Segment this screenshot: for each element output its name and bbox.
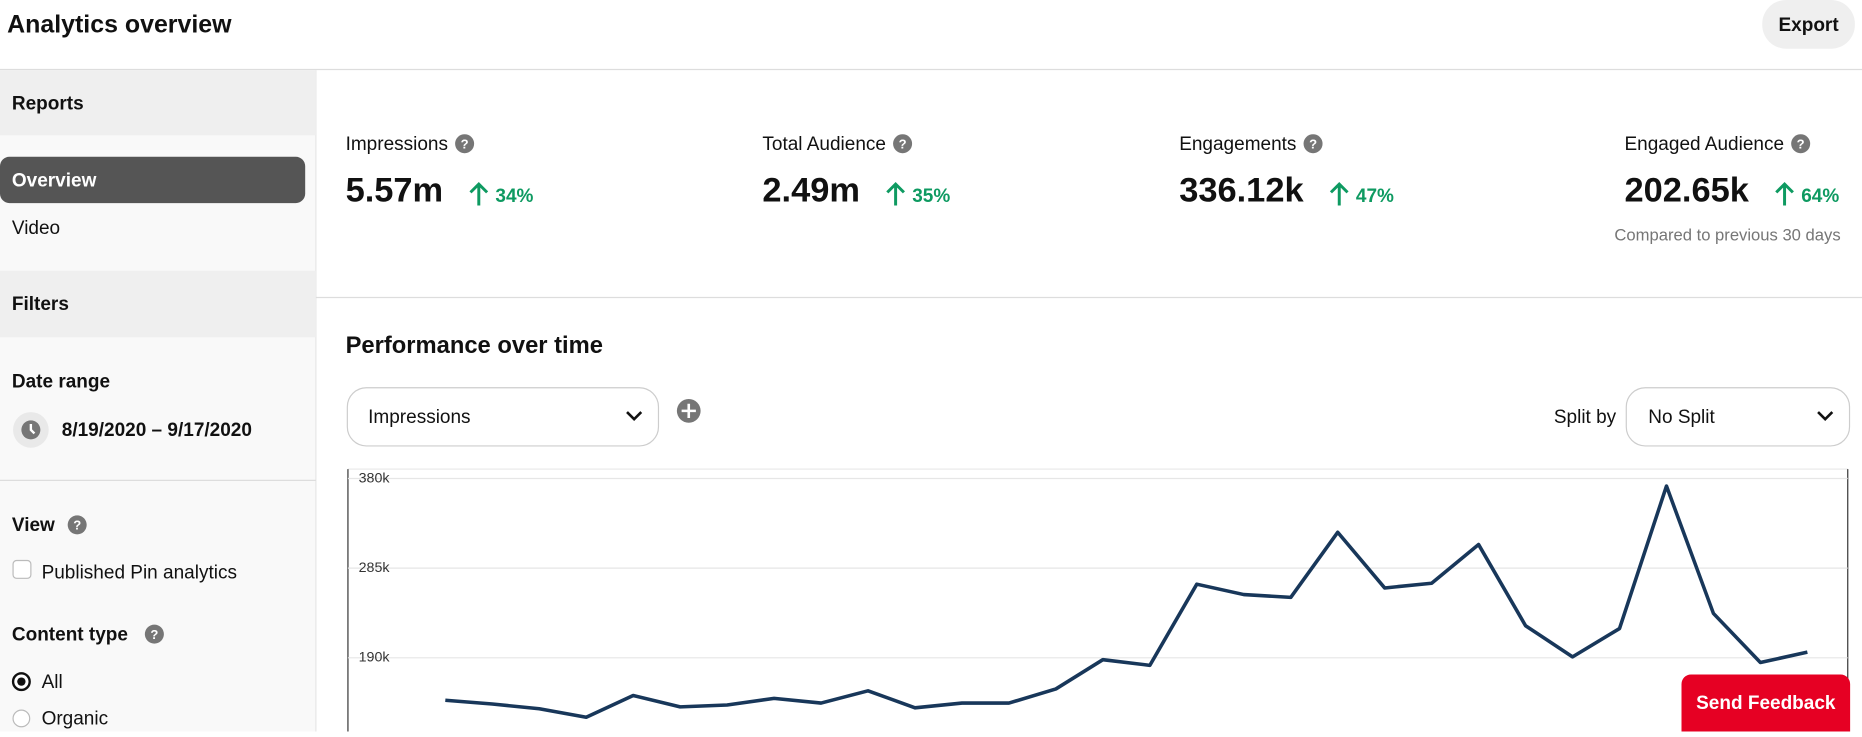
reports-band: [0, 70, 316, 136]
split-label: Split by: [1554, 407, 1617, 428]
metric-label: Impressions: [346, 134, 448, 155]
section-title: Performance over time: [346, 332, 603, 359]
metric-change: 64%: [1801, 186, 1839, 207]
clock-hands: [29, 423, 36, 435]
content-type-option[interactable]: Organic: [42, 709, 109, 730]
reports-heading: Reports: [12, 94, 84, 115]
feedback-label[interactable]: Send Feedback: [1696, 693, 1836, 714]
filters-heading: Filters: [12, 294, 69, 315]
metric-label: Total Audience: [762, 134, 886, 155]
metric-value: 2.49m: [762, 171, 860, 209]
export-label[interactable]: Export: [1778, 15, 1839, 36]
help-glyph: ?: [1309, 136, 1317, 151]
plus-glyph: [681, 403, 696, 418]
date-range-label: Date range: [12, 371, 110, 392]
chevron: [1817, 411, 1834, 422]
help-glyph: ?: [899, 136, 907, 151]
metric-change: 35%: [912, 186, 950, 207]
metric-select-label[interactable]: Impressions: [368, 407, 470, 428]
help-glyph: ?: [1797, 136, 1805, 151]
date-range[interactable]: 8/19/2020 – 9/17/2020: [62, 420, 252, 441]
filters-band: [0, 270, 316, 338]
help-icon[interactable]: [67, 515, 87, 535]
metric-label: Engaged Audience: [1625, 134, 1785, 155]
up-arrow: [469, 181, 489, 206]
nav-item[interactable]: Video: [12, 218, 60, 239]
metric-select[interactable]: [346, 387, 660, 447]
data-line: [445, 484, 1808, 720]
help-glyph: ?: [461, 136, 469, 151]
nav-item[interactable]: Overview: [12, 171, 97, 192]
nav-selected[interactable]: [0, 156, 306, 204]
help-icon[interactable]: [1303, 134, 1323, 154]
split-select-label[interactable]: No Split: [1648, 407, 1715, 428]
radio[interactable]: [12, 709, 31, 728]
content-type-label: Content type: [12, 624, 128, 645]
content-type-option[interactable]: All: [42, 672, 63, 693]
help-icon[interactable]: [893, 134, 913, 154]
up-arrow: [886, 181, 905, 206]
metric-change: 47%: [1356, 186, 1394, 207]
help-glyph: ?: [150, 627, 158, 642]
y-tick-label: 285k: [359, 560, 391, 576]
help-icon[interactable]: [144, 624, 164, 644]
up-arrow: [1329, 181, 1349, 206]
help-icon[interactable]: [1791, 134, 1811, 154]
metric-value: 5.57m: [346, 171, 444, 209]
y-tick-label: 380k: [359, 470, 391, 486]
export-button[interactable]: [1762, 0, 1855, 49]
y-tick-label: 190k: [359, 650, 391, 666]
split-select[interactable]: [1625, 387, 1851, 447]
metrics: Impressions ? 5.57m 34% Total Audience ? 2.49m…: [346, 134, 1840, 210]
comparison-note: Compared to previous 30 days: [1614, 226, 1840, 245]
help-icon[interactable]: [455, 134, 475, 154]
metric-label: Engagements: [1179, 134, 1296, 155]
view-label: View: [12, 515, 55, 536]
help-glyph: ?: [73, 518, 81, 533]
feedback-button[interactable]: [1681, 674, 1851, 737]
chart: 380k 285k 190k: [347, 470, 1848, 720]
view-option[interactable]: Published Pin analytics: [42, 563, 237, 584]
chevron: [626, 411, 643, 422]
radio-dot: [17, 677, 26, 686]
metric-change: 34%: [495, 186, 533, 207]
metric-value: 336.12k: [1179, 171, 1304, 209]
checkbox[interactable]: [12, 559, 32, 579]
metric-value: 202.65k: [1625, 171, 1750, 209]
page-title: Analytics overview: [7, 11, 232, 39]
up-arrow: [1775, 181, 1794, 206]
